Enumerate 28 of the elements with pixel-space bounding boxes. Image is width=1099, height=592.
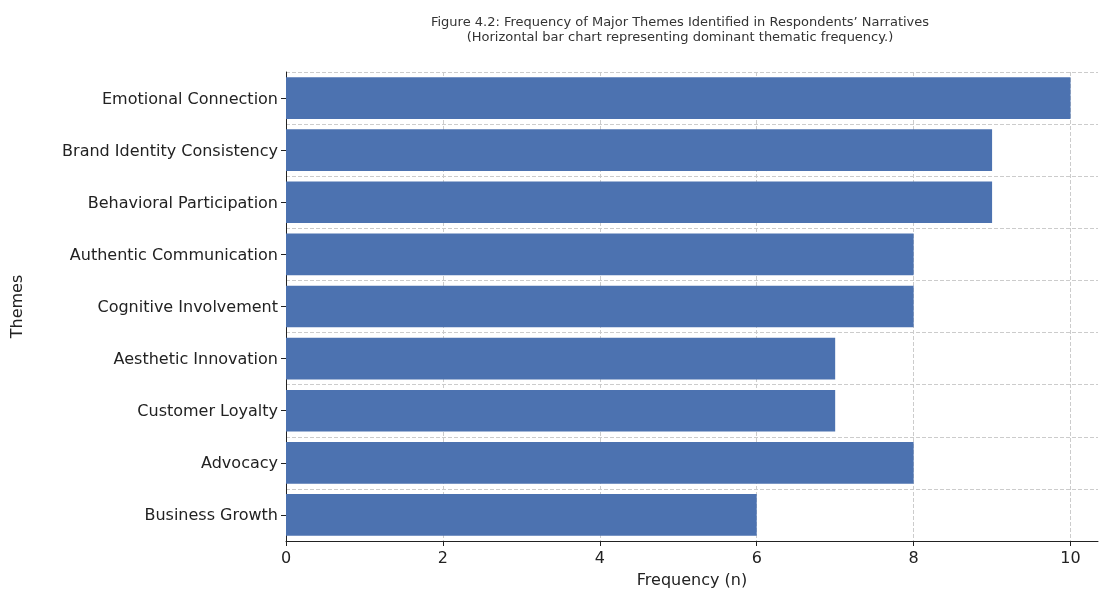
bar xyxy=(286,337,836,380)
y-tick-label: Aesthetic Innovation xyxy=(113,349,278,369)
x-tick-label: 10 xyxy=(1060,547,1081,567)
y-tick-label: Business Growth xyxy=(144,505,278,525)
x-tick-label: 4 xyxy=(594,547,605,567)
x-tick-label: 6 xyxy=(751,547,762,567)
y-tick-label: Cognitive Involvement xyxy=(97,297,278,316)
x-axis-title: Frequency (n) xyxy=(636,569,748,589)
bar xyxy=(286,441,914,484)
bar xyxy=(286,494,757,536)
x-tick-label: 0 xyxy=(280,547,292,567)
bar xyxy=(286,285,914,328)
y-tick-label: Behavioral Participation xyxy=(87,192,278,212)
bar xyxy=(286,233,914,276)
y-tick-label: Advocacy xyxy=(201,453,278,473)
bar xyxy=(286,389,836,432)
y-tick-label: Brand Identity Consistency xyxy=(62,140,278,160)
y-tick-label: Customer Loyalty xyxy=(137,401,278,421)
chart-title: Figure 4.2: Frequency of Major Themes Identified in Respondents’ Narratives xyxy=(430,14,930,29)
x-tick-label: 8 xyxy=(908,547,919,567)
y-tick-label: Emotional Connection xyxy=(102,88,278,108)
bar xyxy=(286,181,993,224)
bar xyxy=(286,129,993,172)
bar xyxy=(286,77,1071,119)
y-tick-label: Authentic Communication xyxy=(69,244,278,264)
x-tick-label: 2 xyxy=(437,547,448,567)
y-axis-title: Themes xyxy=(6,274,26,340)
chart-subtitle: (Horizontal bar chart representing dominant thematic frequency.) xyxy=(466,29,894,44)
